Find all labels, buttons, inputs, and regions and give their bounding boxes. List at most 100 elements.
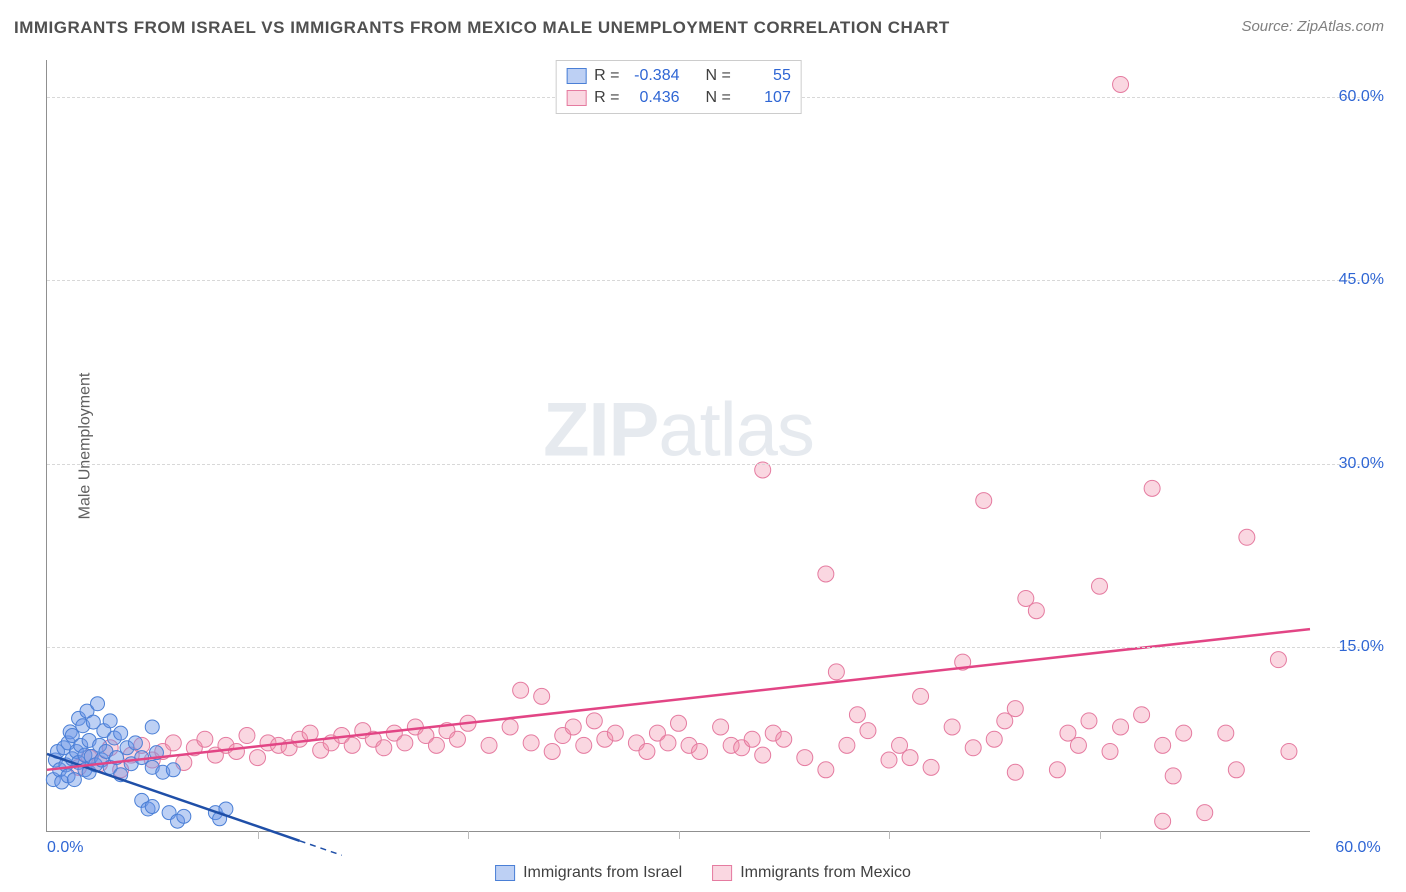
data-point <box>523 735 539 751</box>
data-point <box>1281 743 1297 759</box>
data-point <box>145 720 159 734</box>
y-tick-label: 30.0% <box>1339 455 1384 473</box>
data-point <box>114 726 128 740</box>
data-point <box>397 735 413 751</box>
data-point <box>1092 578 1108 594</box>
y-tick-label: 15.0% <box>1339 638 1384 656</box>
series-legend: Immigrants from Israel Immigrants from Me… <box>495 864 911 882</box>
r-value: -0.384 <box>628 65 680 87</box>
data-point <box>1049 762 1065 778</box>
n-label: N = <box>706 65 731 87</box>
correlation-legend: R = -0.384 N = 55R = 0.436 N = 107 <box>555 60 802 114</box>
gridline-vertical <box>258 831 259 839</box>
data-point <box>1155 813 1171 829</box>
data-point <box>1270 652 1286 668</box>
data-point <box>839 737 855 753</box>
gridline-vertical <box>679 831 680 839</box>
data-point <box>755 747 771 763</box>
data-point <box>103 714 117 728</box>
data-point <box>250 750 266 766</box>
data-point <box>944 719 960 735</box>
data-point <box>692 743 708 759</box>
data-point <box>1239 529 1255 545</box>
data-point <box>797 750 813 766</box>
data-point <box>449 731 465 747</box>
legend-series-item: Immigrants from Israel <box>495 864 682 882</box>
data-point <box>1028 603 1044 619</box>
legend-stat-row: R = 0.436 N = 107 <box>566 87 791 109</box>
gridline-vertical <box>1100 831 1101 839</box>
chart-title: IMMIGRANTS FROM ISRAEL VS IMMIGRANTS FRO… <box>14 18 950 38</box>
gridline-horizontal <box>47 280 1380 281</box>
gridline-horizontal <box>47 464 1380 465</box>
y-tick-label: 60.0% <box>1339 88 1384 106</box>
data-point <box>639 743 655 759</box>
x-tick-label: 60.0% <box>1335 839 1380 857</box>
data-point <box>828 664 844 680</box>
data-point <box>849 707 865 723</box>
data-point <box>913 688 929 704</box>
y-tick-label: 45.0% <box>1339 271 1384 289</box>
data-point <box>1007 764 1023 780</box>
data-point <box>1176 725 1192 741</box>
data-point <box>534 688 550 704</box>
data-point <box>671 715 687 731</box>
data-point <box>1165 768 1181 784</box>
data-point <box>197 731 213 747</box>
plot-area: ZIPatlas R =-0.384N =55R =0.436N =107 15… <box>46 60 1310 832</box>
data-point <box>881 752 897 768</box>
data-point <box>902 750 918 766</box>
data-point <box>513 682 529 698</box>
data-point <box>923 759 939 775</box>
chart-container: IMMIGRANTS FROM ISRAEL VS IMMIGRANTS FRO… <box>0 0 1406 892</box>
gridline-vertical <box>889 831 890 839</box>
legend-swatch <box>566 90 586 106</box>
data-point <box>428 737 444 753</box>
data-point <box>660 735 676 751</box>
data-point <box>576 737 592 753</box>
gridline-vertical <box>468 831 469 839</box>
data-point <box>965 740 981 756</box>
data-point <box>544 743 560 759</box>
data-point <box>1144 480 1160 496</box>
legend-series-item: Immigrants from Mexico <box>712 864 911 882</box>
r-value: 0.436 <box>628 87 680 109</box>
data-point <box>986 731 1002 747</box>
data-point <box>818 762 834 778</box>
data-point <box>586 713 602 729</box>
data-point <box>818 566 834 582</box>
data-point <box>166 763 180 777</box>
data-point <box>376 740 392 756</box>
data-point <box>1070 737 1086 753</box>
source-attribution: Source: ZipAtlas.com <box>1241 18 1384 35</box>
data-point <box>1102 743 1118 759</box>
data-point <box>565 719 581 735</box>
data-point <box>239 728 255 744</box>
legend-series-label: Immigrants from Mexico <box>740 864 911 882</box>
data-point <box>128 736 142 750</box>
data-point <box>1113 719 1129 735</box>
legend-series-label: Immigrants from Israel <box>523 864 682 882</box>
data-point <box>145 800 159 814</box>
data-point <box>976 493 992 509</box>
data-point <box>1081 713 1097 729</box>
data-point <box>1155 737 1171 753</box>
n-value: 55 <box>739 65 791 87</box>
data-point <box>165 735 181 751</box>
scatter-svg <box>47 60 1310 831</box>
legend-swatch <box>495 865 515 881</box>
data-point <box>860 723 876 739</box>
data-point <box>1113 76 1129 92</box>
data-point <box>607 725 623 741</box>
data-point <box>713 719 729 735</box>
r-label: R = <box>594 87 619 109</box>
n-value: 107 <box>739 87 791 109</box>
data-point <box>776 731 792 747</box>
data-point <box>228 743 244 759</box>
data-point <box>502 719 518 735</box>
n-label: N = <box>706 87 731 109</box>
trend-line <box>47 629 1310 770</box>
gridline-horizontal <box>47 647 1380 648</box>
data-point <box>1228 762 1244 778</box>
legend-swatch <box>566 68 586 84</box>
